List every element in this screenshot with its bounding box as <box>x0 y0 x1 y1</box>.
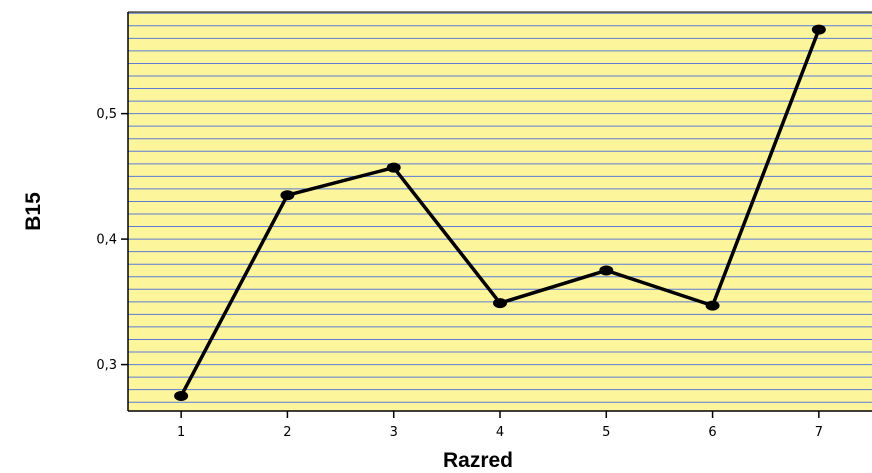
y-tick-label: 0,4 <box>96 233 117 248</box>
data-point <box>705 300 720 311</box>
data-point <box>493 298 507 309</box>
data-point <box>280 190 295 201</box>
x-tick-label: 1 <box>177 425 185 440</box>
data-point <box>599 265 614 276</box>
series-b15 <box>174 24 826 401</box>
plot-area <box>128 12 872 411</box>
x-tick-label: 4 <box>496 425 504 440</box>
ticks: 0,3 0,4 0,5 1 2 3 4 5 6 7 <box>96 107 823 440</box>
x-tick-label: 5 <box>602 425 610 440</box>
x-axis-title: Razred <box>443 449 513 472</box>
data-point <box>174 390 189 401</box>
x-tick-label: 2 <box>283 425 291 440</box>
x-tick-label: 3 <box>390 425 398 440</box>
y-axis-title: B15 <box>22 192 45 231</box>
data-point <box>386 162 401 173</box>
y-tick-label: 0,5 <box>96 107 117 122</box>
data-point <box>811 24 826 35</box>
x-tick-label: 6 <box>708 425 716 440</box>
y-tick-label: 0,3 <box>96 358 117 373</box>
x-tick-label: 7 <box>815 425 823 440</box>
